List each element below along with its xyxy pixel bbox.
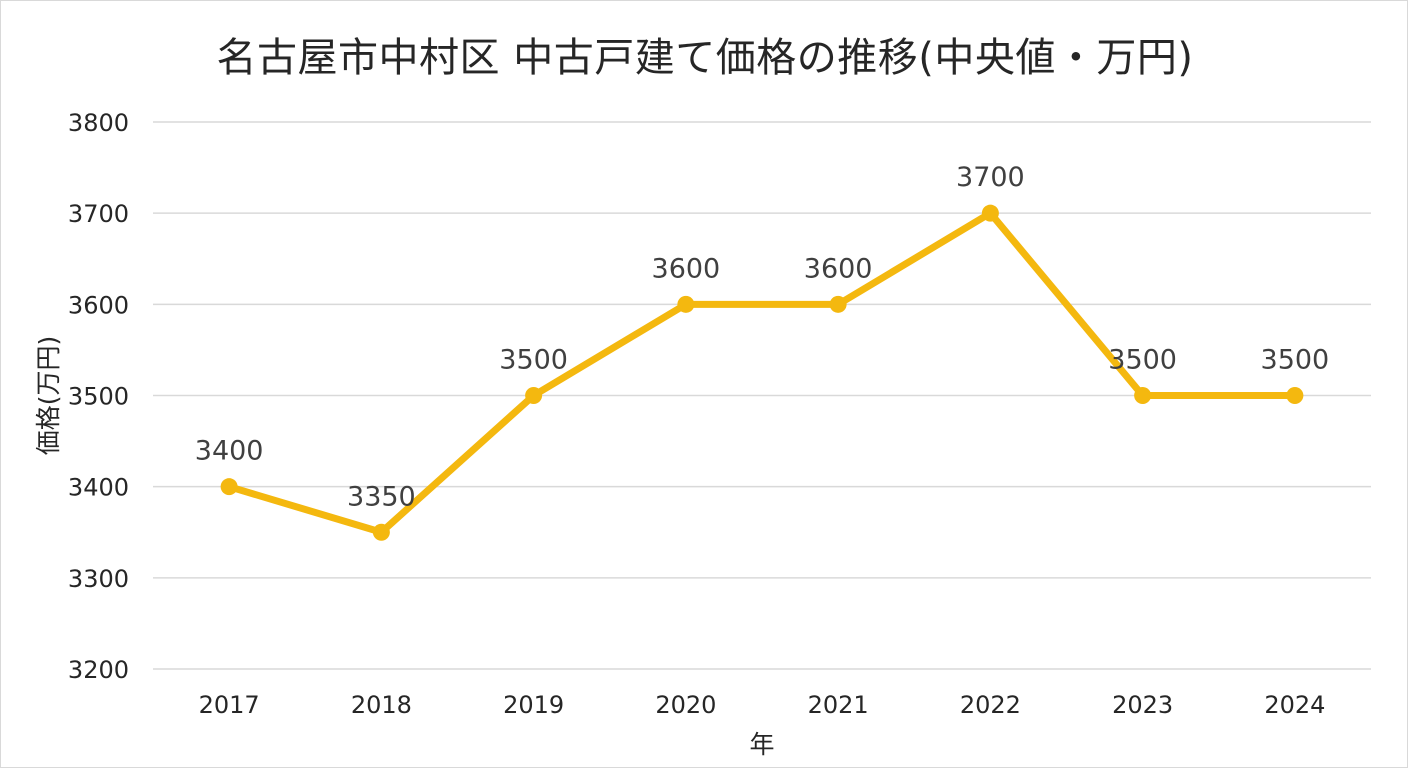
- x-tick-label: 2018: [351, 691, 412, 719]
- y-tick-label: 3500: [68, 383, 129, 411]
- data-label: 3500: [1108, 345, 1177, 376]
- y-tick-label: 3200: [68, 656, 129, 684]
- gridlines: [153, 121, 1371, 670]
- series-line: [225, 209, 1299, 536]
- data-point-marker: [1134, 387, 1152, 404]
- chart-title: 名古屋市中村区 中古戸建て価格の推移(中央値・万円): [216, 35, 1194, 81]
- y-tick-label: 3700: [68, 200, 129, 228]
- y-tick-label: 3800: [68, 109, 129, 137]
- y-tick-label: 3400: [68, 474, 129, 502]
- x-tick-label: 2023: [1112, 691, 1173, 719]
- y-tick-label: 3600: [68, 291, 129, 319]
- data-label: 3600: [652, 253, 721, 284]
- data-point-marker: [1286, 387, 1304, 404]
- x-tick-label: 2024: [1264, 691, 1325, 719]
- x-tick-label: 2020: [655, 691, 716, 719]
- data-labels: 3400 3350 3500 3600 3600 3700 3500 3500: [195, 162, 1329, 512]
- data-point-marker: [829, 295, 847, 313]
- data-label: 3500: [1261, 345, 1330, 376]
- data-label: 3700: [956, 162, 1025, 193]
- data-point-marker: [220, 478, 238, 496]
- data-label: 3350: [347, 481, 416, 512]
- x-tick-label: 2019: [503, 691, 564, 719]
- x-axis-ticks: 2017 2018 2019 2020 2021 2022 2023 2024: [199, 691, 1326, 719]
- x-tick-label: 2017: [199, 691, 260, 719]
- data-label: 3600: [804, 253, 873, 284]
- x-axis-title: 年: [749, 730, 774, 759]
- data-point-marker: [525, 387, 543, 404]
- y-tick-label: 3300: [68, 565, 129, 593]
- series-layer: [220, 204, 1304, 541]
- data-label: 3500: [499, 345, 568, 376]
- data-point-marker: [677, 295, 695, 313]
- y-axis-ticks: 3200 3300 3400 3500 3600 3700 3800: [68, 109, 129, 684]
- x-tick-label: 2021: [808, 691, 869, 719]
- data-point-marker: [372, 523, 390, 541]
- x-tick-label: 2022: [960, 691, 1021, 719]
- y-axis-title: 価格(万円): [34, 336, 63, 456]
- data-label: 3400: [195, 436, 264, 467]
- data-point-marker: [981, 204, 999, 222]
